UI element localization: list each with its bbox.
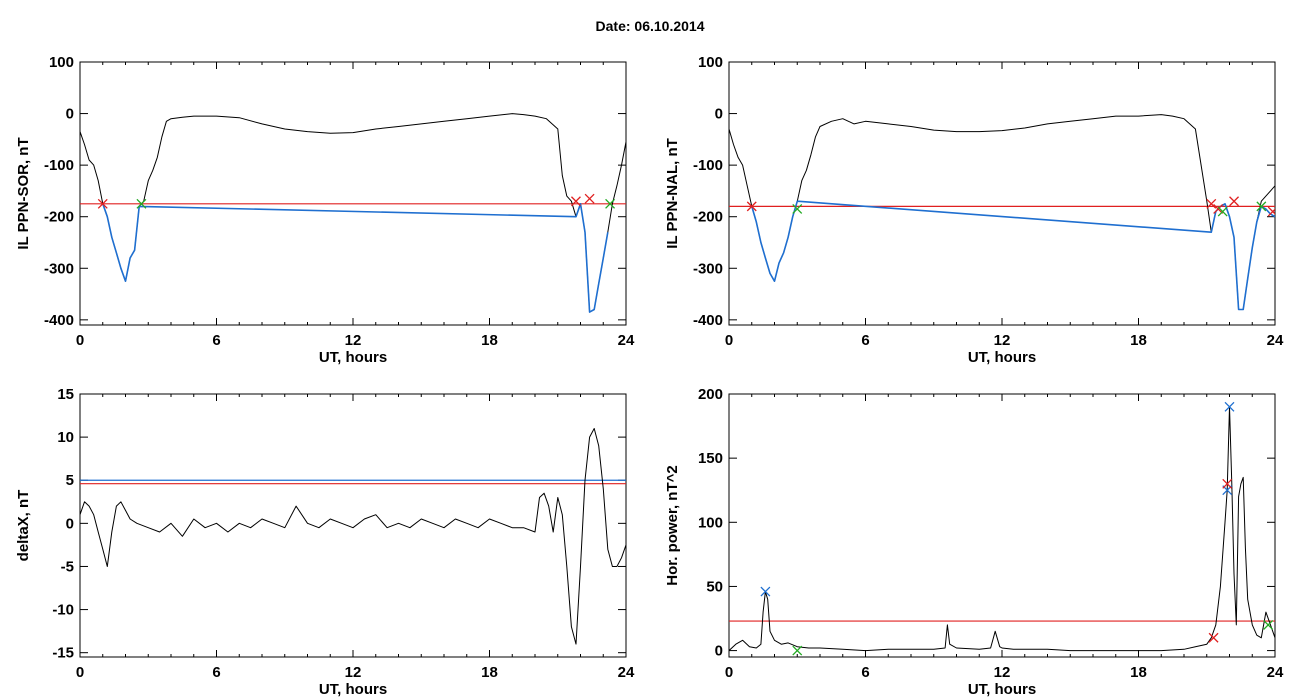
series-line-1 <box>80 428 626 645</box>
y-tick-label: 100 <box>698 54 723 71</box>
x-tick-label: 0 <box>76 664 84 681</box>
y-axis-label: deltaX, nT <box>15 490 32 562</box>
y-tick-label: -100 <box>44 157 74 174</box>
cross-marker <box>97 198 108 209</box>
x-tick-label: 6 <box>212 332 220 349</box>
cross-marker <box>760 586 771 597</box>
cross-marker <box>136 198 147 209</box>
y-tick-label: 0 <box>715 643 723 660</box>
x-tick-label: 24 <box>1267 332 1284 349</box>
x-tick-label: 24 <box>618 332 635 349</box>
cross-marker <box>1217 206 1228 217</box>
cross-marker <box>1222 478 1233 489</box>
y-tick-label: -300 <box>44 260 74 277</box>
x-axis-label: UT, hours <box>319 349 387 366</box>
plot-frame <box>728 61 1276 326</box>
x-tick-label: 18 <box>481 332 498 349</box>
y-tick-label: 0 <box>66 515 74 532</box>
cross-marker <box>792 204 803 214</box>
cross-marker <box>570 196 581 207</box>
y-tick-label: 10 <box>57 429 74 446</box>
cross-marker <box>1206 198 1217 209</box>
y-tick-label: -10 <box>52 602 74 619</box>
x-tick-label: 12 <box>994 332 1011 349</box>
y-tick-label: -15 <box>52 645 74 662</box>
y-tick-label: 15 <box>57 386 74 403</box>
y-tick-label: 50 <box>706 578 723 595</box>
cross-marker <box>746 201 757 212</box>
y-tick-label: -5 <box>61 558 74 575</box>
cross-marker <box>584 193 595 204</box>
y-tick-label: -400 <box>44 312 74 329</box>
y-tick-label: -200 <box>44 209 74 226</box>
cross-marker <box>1256 201 1267 212</box>
plot-data <box>729 401 1275 656</box>
x-tick-label: 12 <box>994 664 1011 681</box>
plot-data <box>80 428 626 645</box>
cross-marker <box>1263 619 1274 630</box>
chart-panel-2: 0 6 12 18 24 100 0 -100 -200 -300 -400 UT, hours IL … <box>664 54 1284 366</box>
cross-marker <box>792 645 803 656</box>
x-tick-label: 0 <box>725 332 733 349</box>
x-tick-label: 18 <box>481 664 498 681</box>
y-tick-label: 100 <box>698 514 723 531</box>
chart-panel-1: 0 6 12 18 24 100 0 -100 -200 -300 -400 UT, hours IL … <box>15 54 635 366</box>
x-axis-label: UT, hours <box>319 681 387 698</box>
plot-frame <box>728 393 1276 658</box>
y-tick-label: 0 <box>715 106 723 123</box>
cross-marker <box>1267 206 1275 217</box>
x-tick-label: 24 <box>1267 664 1284 681</box>
y-tick-label: 100 <box>49 54 74 71</box>
plot-frame <box>79 61 627 326</box>
cross-marker <box>605 198 616 209</box>
series-line-2 <box>751 200 1275 311</box>
plot-frame <box>79 393 627 658</box>
series-line-1 <box>729 406 1275 652</box>
figure-title: Date: 06.10.2014 <box>595 18 705 34</box>
x-tick-label: 18 <box>1130 332 1147 349</box>
cross-marker <box>1224 401 1235 412</box>
y-tick-label: 0 <box>66 106 74 123</box>
chart-panel-3: 0 6 12 18 24 15 10 5 0 -5 -10 -15 UT, hours deltaX, n… <box>15 386 635 698</box>
series-line-1 <box>729 114 1275 310</box>
y-tick-label: 150 <box>698 450 723 467</box>
y-tick-label: -300 <box>693 260 723 277</box>
x-tick-label: 0 <box>725 664 733 681</box>
x-axis-label: UT, hours <box>968 681 1036 698</box>
cross-marker <box>1229 196 1240 207</box>
y-axis-label: IL PPN-NAL, nT <box>664 138 681 249</box>
y-tick-label: -200 <box>693 209 723 226</box>
plot-data <box>729 114 1275 311</box>
y-axis-label: Hor. power, nT^2 <box>664 465 681 585</box>
y-tick-label: 200 <box>698 386 723 403</box>
x-tick-label: 0 <box>76 332 84 349</box>
chart-panel-4: 0 6 12 18 24 200 150 100 50 0 UT, hours Hor. power,… <box>664 386 1284 698</box>
cross-marker <box>1208 632 1219 643</box>
x-tick-label: 12 <box>345 664 362 681</box>
y-axis-label: IL PPN-SOR, nT <box>15 137 32 249</box>
x-tick-label: 24 <box>618 664 635 681</box>
plot-data <box>80 113 626 313</box>
series-line-2 <box>102 203 609 313</box>
x-axis-label: UT, hours <box>968 349 1036 366</box>
cross-marker <box>1213 204 1224 214</box>
x-tick-label: 12 <box>345 332 362 349</box>
x-tick-label: 6 <box>861 664 869 681</box>
x-tick-label: 6 <box>212 664 220 681</box>
y-tick-label: -400 <box>693 312 723 329</box>
x-tick-label: 18 <box>1130 664 1147 681</box>
x-tick-label: 6 <box>861 332 869 349</box>
y-tick-label: -100 <box>693 157 723 174</box>
series-line-1 <box>80 113 626 313</box>
y-tick-label: 5 <box>66 472 74 489</box>
